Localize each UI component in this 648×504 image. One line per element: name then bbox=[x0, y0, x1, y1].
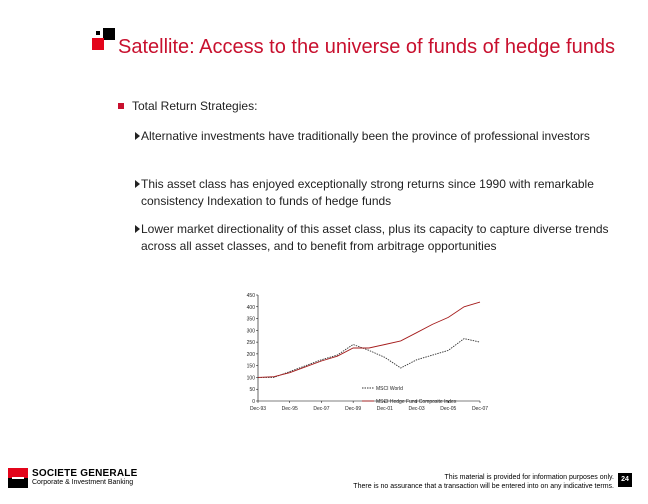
y-tick-label: 400 bbox=[247, 305, 256, 311]
x-tick-label: Dec-99 bbox=[345, 406, 361, 412]
logo-square-red bbox=[92, 38, 104, 50]
y-tick-label: 250 bbox=[247, 340, 256, 346]
main-bullet-text: Total Return Strategies: bbox=[132, 99, 258, 113]
brand-subtitle: Corporate & Investment Banking bbox=[32, 479, 134, 486]
disclaimer-line-1: This material is provided for informatio… bbox=[444, 474, 614, 481]
triangle-bullet-icon bbox=[135, 180, 140, 188]
logo-red-block bbox=[8, 468, 28, 478]
y-tick-label: 350 bbox=[247, 317, 256, 323]
y-tick-label: 300 bbox=[247, 328, 256, 334]
legend-label-0: MSCI World bbox=[376, 386, 403, 392]
logo-square-small bbox=[96, 31, 100, 35]
sub-bullet-1: Alternative investments have traditional… bbox=[135, 128, 611, 145]
x-tick-label: Dec-03 bbox=[409, 406, 425, 412]
slide-title: Satellite: Access to the universe of fun… bbox=[118, 36, 615, 58]
logo-square-black bbox=[103, 28, 115, 40]
x-tick-label: Dec-97 bbox=[313, 406, 329, 412]
series-line-1 bbox=[257, 301, 481, 378]
sub-bullet-text: Lower market directionality of this asse… bbox=[141, 222, 609, 253]
y-tick-label: 450 bbox=[247, 293, 256, 299]
x-tick-label: Dec-95 bbox=[282, 406, 298, 412]
y-tick-label: 0 bbox=[252, 399, 255, 405]
triangle-bullet-icon bbox=[135, 132, 140, 140]
logo-white-bar bbox=[12, 477, 24, 479]
performance-chart: 0 50 100 150 200 250 300 350 400 450 Dec-93 Dec-95 D… bbox=[247, 293, 489, 412]
square-bullet-icon bbox=[118, 103, 124, 109]
y-tick-label: 100 bbox=[247, 375, 256, 381]
sub-bullet-2: This asset class has enjoyed exceptional… bbox=[135, 176, 611, 210]
triangle-bullet-icon bbox=[135, 225, 140, 233]
series-line-0 bbox=[258, 338, 481, 378]
y-tick-label: 50 bbox=[249, 387, 255, 393]
sub-bullet-text: This asset class has enjoyed exceptional… bbox=[141, 177, 594, 208]
brand-name: SOCIETE GENERALE bbox=[32, 468, 138, 479]
x-tick-label: Dec-01 bbox=[377, 406, 393, 412]
x-tick-label: Dec-93 bbox=[250, 406, 266, 412]
sub-bullet-text: Alternative investments have traditional… bbox=[141, 129, 590, 143]
x-tick-label: Dec-07 bbox=[472, 406, 488, 412]
main-bullet: Total Return Strategies: bbox=[118, 99, 257, 113]
y-tick-label: 200 bbox=[247, 352, 256, 358]
y-tick-label: 150 bbox=[247, 364, 256, 370]
x-tick-label: Dec-05 bbox=[440, 406, 456, 412]
legend-label-1: MSCI Hedge Fund Composite Index bbox=[376, 399, 457, 405]
disclaimer-line-2: There is no assurance that a transaction… bbox=[353, 483, 614, 490]
logo-black-block bbox=[8, 478, 28, 488]
disclaimer: This material is provided for informatio… bbox=[353, 473, 614, 491]
page-number: 24 bbox=[618, 473, 632, 487]
sub-bullet-3: Lower market directionality of this asse… bbox=[135, 221, 611, 255]
